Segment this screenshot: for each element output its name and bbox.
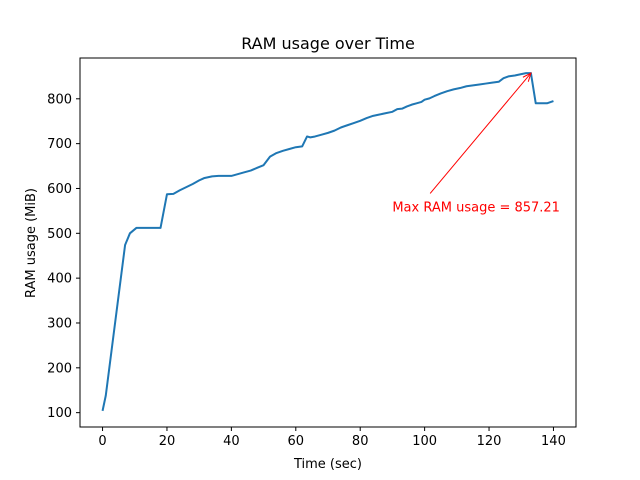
y-tick-label: 200 [47,361,72,376]
x-tick-label: 20 [159,434,176,449]
max-ram-annotation: Max RAM usage = 857.21 [392,200,560,215]
y-tick-label: 600 [47,182,72,197]
x-tick-label: 0 [98,434,106,449]
y-tick-label: 700 [47,137,72,152]
y-tick-label: 400 [47,272,72,287]
x-tick-label: 40 [223,434,240,449]
plot-frame [79,57,577,428]
y-axis-label: RAM usage (MiB) [24,188,39,298]
y-tick-label: 100 [47,406,72,421]
x-tick-label: 60 [288,434,305,449]
x-axis-label: Time (sec) [293,457,362,472]
y-tick-label: 300 [47,316,72,331]
y-tick-label: 500 [47,227,72,242]
ram-usage-line [101,72,554,412]
x-tick-label: 140 [541,434,566,449]
annotation-arrow [429,72,532,194]
y-tick-label: 800 [47,92,72,107]
chart-title: RAM usage over Time [241,34,415,53]
x-tick-label: 100 [412,434,437,449]
x-tick-label: 80 [352,434,369,449]
x-tick-label: 120 [477,434,502,449]
annotation-arrowhead [522,72,532,82]
